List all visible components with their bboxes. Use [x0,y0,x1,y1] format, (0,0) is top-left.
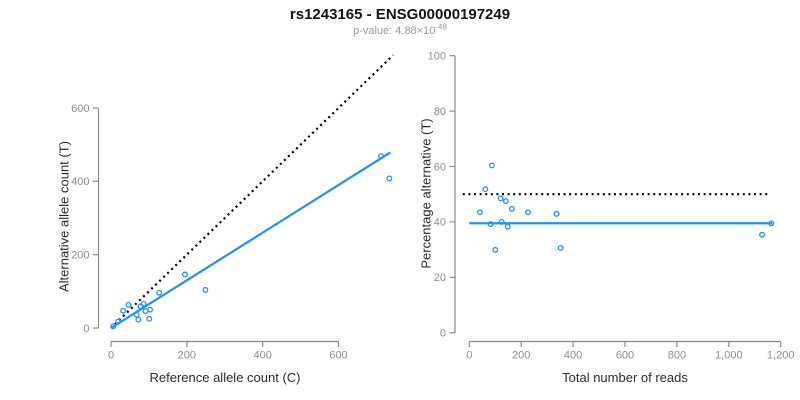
y-tick-label: 0 [440,328,446,340]
x-tick-label: 400 [564,350,582,362]
y-tick-label: 80 [434,106,446,118]
p-value-text: p-value: 4.88×10 [353,25,436,37]
y-tick-label: 20 [434,272,446,284]
data-point [492,246,499,253]
data-point [156,289,163,296]
chart-left-allele-counts: 0 200 400 600 0 200 400 600 [71,54,394,362]
x-axis-title-right: Total number of reads [562,370,688,385]
data-point [135,316,142,323]
data-point [202,286,209,293]
data-point [768,220,775,227]
y-tick-label: 400 [71,176,89,188]
y-tick-label: 200 [71,249,89,261]
data-point [497,195,504,202]
y-tick-label: 100 [428,51,446,63]
y-tick-label: 0 [83,323,89,335]
data-point [378,153,384,159]
data-point [181,271,188,278]
x-axis-title-left: Reference allele count (C) [149,370,301,385]
data-point [557,244,564,251]
x-tick-label: 400 [253,350,271,362]
x-tick-label: 1,000 [715,350,743,362]
x-tick-label: 200 [512,350,530,362]
y-tick-label: 40 [434,217,446,229]
x-tick-label: 0 [108,350,114,362]
data-point [482,186,489,193]
data-point [146,315,153,322]
y-tick-label: 600 [71,103,89,115]
data-point [504,223,511,230]
data-point [553,210,560,217]
y-axis-title-left: Alternative allele count (T) [56,141,72,293]
data-point [120,307,127,314]
p-value-subtitle: p-value: 4.88×10-48 [0,22,800,37]
x-tick-label: 200 [178,350,196,362]
y-tick-label: 60 [434,161,446,173]
data-point [759,231,765,238]
data-point [140,300,147,307]
fit-line [110,151,392,329]
data-point [498,218,505,225]
data-point [133,311,140,318]
data-point [524,209,531,216]
x-tick-label: 800 [668,350,686,362]
data-point [147,306,154,313]
chart-right-percentage: 0 200 400 600 800 1,000 1,200 0 20 40 60 80 100 [428,51,795,362]
data-point [487,221,494,228]
identity-line [110,54,394,329]
figure-title: rs1243165 - ENSG00000197249 [289,6,511,23]
x-tick-label: 600 [616,350,634,362]
data-point [110,323,117,330]
x-tick-label: 1,200 [767,350,795,362]
x-tick-label: 0 [466,350,472,362]
data-point [115,318,122,325]
x-tick-label: 600 [329,350,347,362]
y-axis-title-right: Percentage alternative (T) [418,118,434,269]
p-value-exponent: -48 [435,22,447,32]
data-point [386,175,393,182]
data-point [508,205,515,212]
data-point [502,198,509,205]
data-point [125,301,132,308]
data-point [488,162,495,169]
data-point [476,209,483,216]
